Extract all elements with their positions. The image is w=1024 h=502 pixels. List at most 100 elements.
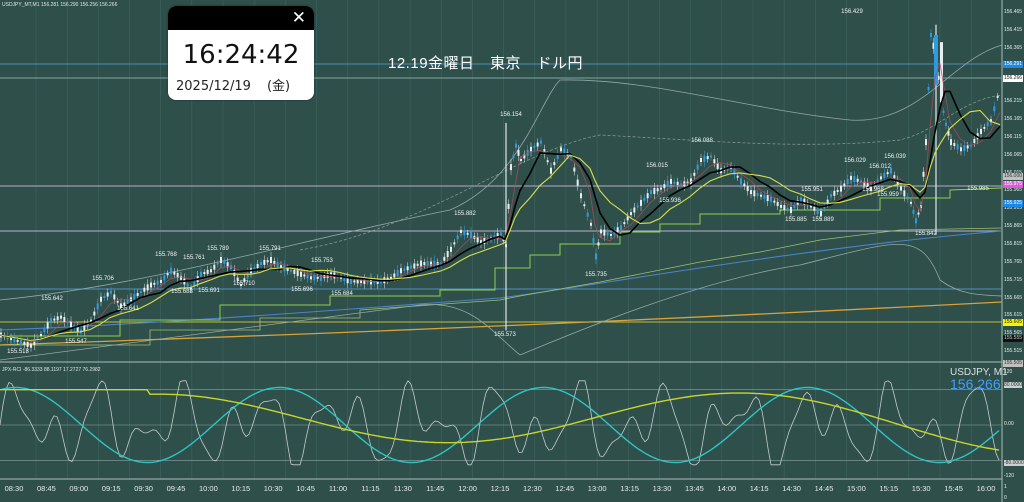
price-annotation: 156.429 (841, 9, 863, 15)
price-marker: 156.266 (1003, 75, 1023, 82)
price-tick: 156.015 (1004, 170, 1022, 176)
price-tick: 155.865 (1004, 223, 1023, 230)
time-tick: 15:45 (944, 484, 963, 493)
price-tick: 156.465 (1004, 8, 1023, 15)
price-tick: 155.715 (1004, 276, 1023, 283)
price-tick: 155.815 (1004, 240, 1023, 247)
time-tick: 14:45 (814, 484, 834, 493)
price-annotation: 156.029 (844, 158, 866, 164)
time-tick: 15:15 (879, 484, 899, 493)
price-annotation: 155.885 (785, 217, 807, 223)
weekday-text: (金) (266, 79, 291, 94)
chart-title: 12.19金曜日 東京 ドル円 (388, 55, 584, 72)
price-marker: 155.605 (1003, 319, 1023, 326)
price-annotation: 155.642 (41, 296, 63, 302)
rci-level: 0.00 (1004, 421, 1014, 427)
symbol-info: USDJPY_MT,M1 156.281 156.290 156.256 156… (2, 2, 118, 8)
time-tick: 15:30 (911, 484, 931, 493)
time-tick: 14:15 (749, 484, 769, 493)
price-annotation: 156.012 (869, 164, 891, 170)
time-tick: 08:30 (4, 484, 24, 493)
time-tick: 10:00 (199, 484, 218, 493)
price-tick: 155.565 (1004, 330, 1023, 337)
price-tick: 155.665 (1004, 294, 1023, 301)
rci-bottom-tick: 0 (1004, 495, 1007, 501)
price-annotation: 155.968 (862, 187, 884, 193)
time-tick: 11:45 (426, 484, 445, 493)
price-annotation: 155.641 (117, 306, 139, 312)
price-annotation: 156.088 (691, 138, 713, 144)
price-annotation: 155.691 (198, 288, 220, 294)
time-tick: 12:15 (490, 484, 510, 493)
time-tick: 08:45 (37, 484, 56, 493)
rci-info: JPX-RCI -86.3333 88.1197 17.2727 76.2982 (2, 367, 101, 373)
price-annotation: 156.039 (884, 154, 906, 160)
time-tick: 14:00 (717, 484, 737, 493)
price-annotation: 156.015 (646, 163, 668, 169)
price-tick: 155.615 (1004, 312, 1023, 319)
price-tick: 156.365 (1004, 44, 1023, 51)
price-annotation: 155.735 (585, 272, 607, 278)
time-tick: 13:15 (620, 484, 639, 493)
rci-level: -80.0000 (1004, 460, 1024, 466)
price-marker: 155.505 (1003, 360, 1023, 367)
price-marker: 155.925 (1003, 200, 1023, 207)
price-tick: 156.065 (1004, 151, 1023, 158)
time-tick: 11:00 (328, 484, 348, 493)
price-marker: 155.975 (1003, 181, 1023, 188)
time-tick: 10:15 (231, 484, 251, 493)
clock-widget: ✕ 16:24:42 2025/12/19 (金) (168, 6, 314, 100)
price-annotation: 155.951 (801, 187, 823, 193)
price-marker: 156.000 (1003, 173, 1023, 180)
time-tick: 15:00 (847, 484, 866, 493)
clock-time: 16:24:42 (182, 40, 300, 70)
price-annotation: 155.985 (967, 186, 989, 192)
clock-date: 2025/12/19 (金) (176, 75, 290, 94)
price-annotation: 155.696 (291, 287, 313, 293)
price-marker: 156.291 (1003, 61, 1023, 68)
close-icon[interactable]: ✕ (291, 8, 306, 27)
price-tick: 155.765 (1004, 258, 1023, 265)
price-marker: 155.555 (1003, 335, 1023, 342)
price-annotation: 155.710 (233, 281, 255, 287)
price-tick: 156.215 (1004, 98, 1023, 105)
time-tick: 09:45 (166, 484, 186, 493)
price-tick: 156.115 (1004, 133, 1022, 140)
price-annotation: 155.518 (7, 349, 29, 355)
date-text: 2025/12/19 (176, 79, 251, 94)
price-tick: 155.515 (1004, 348, 1023, 355)
time-tick: 11:30 (393, 484, 412, 493)
rci-symbol-label: USDJPY, M1 (950, 367, 1008, 378)
price-annotation: 155.706 (92, 276, 114, 282)
price-annotation: 155.882 (454, 211, 476, 217)
time-tick: 12:45 (555, 484, 575, 493)
time-tick: 11:15 (361, 484, 380, 493)
price-annotation: 155.889 (812, 217, 834, 223)
price-annotation: 155.768 (155, 252, 177, 258)
bid-price: 156.266 (950, 376, 1001, 392)
price-annotation: 155.791 (259, 246, 281, 252)
price-tick: 155.965 (1004, 187, 1023, 194)
time-tick: 13:45 (685, 484, 704, 493)
time-tick: 09:30 (134, 484, 153, 493)
price-annotation: 155.573 (494, 332, 516, 338)
time-tick: 10:45 (296, 484, 315, 493)
time-tick: 13:00 (587, 484, 607, 493)
rci-level: -120 (1004, 473, 1015, 479)
time-tick: 13:30 (652, 484, 672, 493)
time-tick: 10:30 (263, 484, 283, 493)
time-tick: 12:30 (523, 484, 542, 493)
time-tick: 16:00 (976, 484, 996, 493)
price-annotation: 155.753 (311, 258, 333, 264)
price-tick: 156.415 (1004, 26, 1023, 33)
rci-level: 80.0000 (1004, 382, 1023, 388)
price-tick: 155.915 (1004, 205, 1023, 212)
price-annotation: 155.761 (183, 255, 205, 261)
time-tick: 12:00 (458, 484, 477, 493)
price-annotation: 155.936 (659, 198, 681, 204)
price-annotation: 155.547 (65, 339, 87, 345)
rci-bottom-tick: 1 (1004, 484, 1007, 490)
time-tick: 14:30 (782, 484, 801, 493)
price-annotation: 155.959 (877, 192, 899, 198)
